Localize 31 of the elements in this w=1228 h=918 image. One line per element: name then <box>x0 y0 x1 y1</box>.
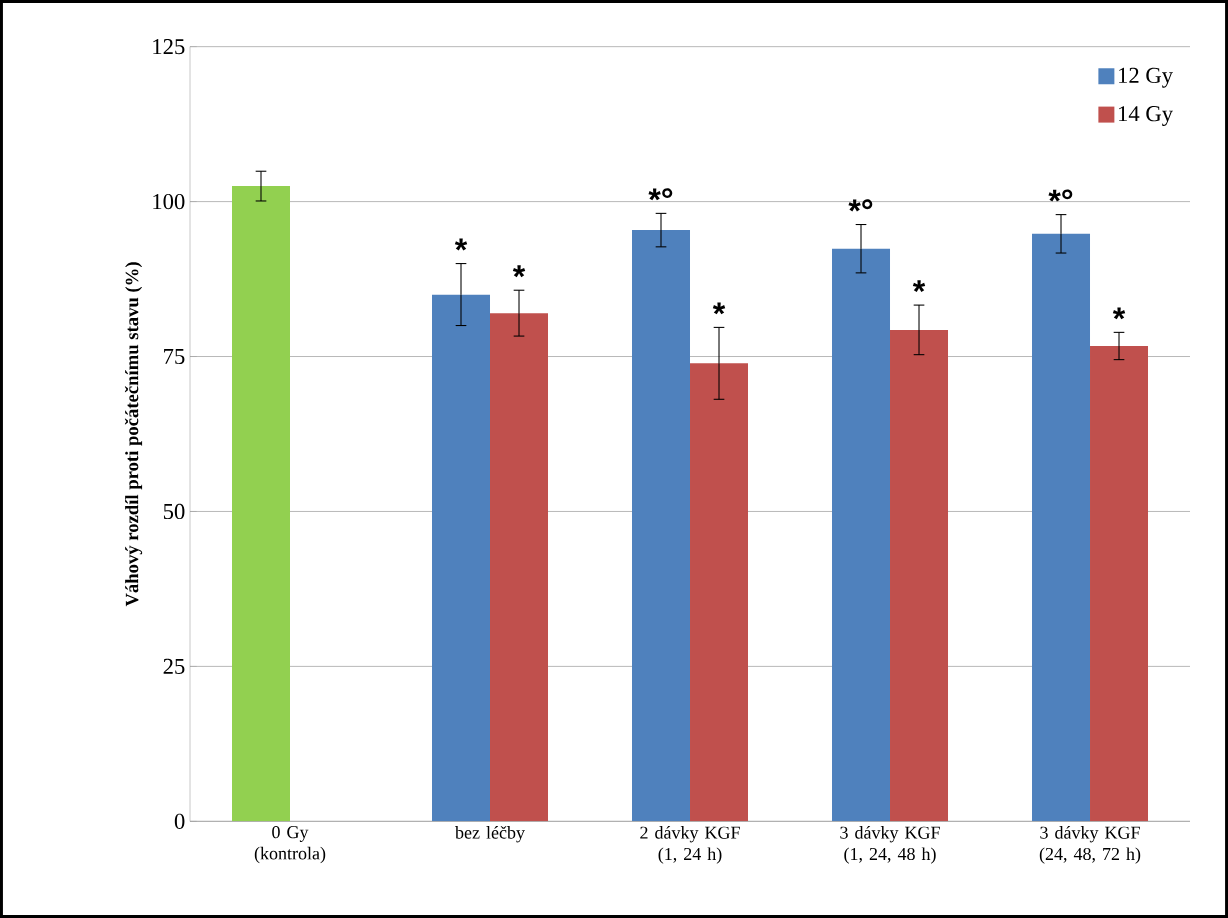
y-tick-label: 0 <box>174 813 185 829</box>
bar <box>632 230 691 822</box>
x-tick-label: 0 Gy (kontrola) <box>254 826 326 864</box>
y-tick-label: 25 <box>163 658 185 675</box>
x-tick-label: bez léčby <box>455 826 525 843</box>
annotation: *° <box>1048 189 1073 202</box>
y-tick-label: 75 <box>164 348 185 365</box>
annotation: * <box>712 302 726 315</box>
bar <box>232 186 291 822</box>
bar <box>1090 345 1149 822</box>
bar <box>690 363 749 822</box>
bar <box>832 248 891 822</box>
y-tick-label: 50 <box>163 503 185 520</box>
y-tick-label: 100 <box>153 193 185 210</box>
x-tick-label: 3 dávky KGF (24, 48, 72 h) <box>1039 826 1141 864</box>
annotation: *° <box>848 199 873 212</box>
bar <box>490 313 549 822</box>
annotation: * <box>1112 307 1126 320</box>
legend-label: 14 Gy <box>1119 106 1173 126</box>
y-tick-label: 125 <box>153 39 185 55</box>
bar <box>1032 233 1091 822</box>
annotation: * <box>912 280 926 293</box>
y-axis-title: Váhový rozdíl proti počátečnímu stavu (%) <box>124 262 143 607</box>
x-tick-label: 2 dávky KGF (1, 24 h) <box>640 826 740 864</box>
annotation: *° <box>648 188 673 201</box>
bar <box>890 329 949 822</box>
annotation: * <box>512 265 526 278</box>
bar <box>432 294 491 822</box>
legend-label: 12 Gy <box>1119 67 1173 88</box>
annotation: * <box>454 238 468 251</box>
x-tick-label: 3 dávky KGF (1, 24, 48 h) <box>840 826 940 864</box>
